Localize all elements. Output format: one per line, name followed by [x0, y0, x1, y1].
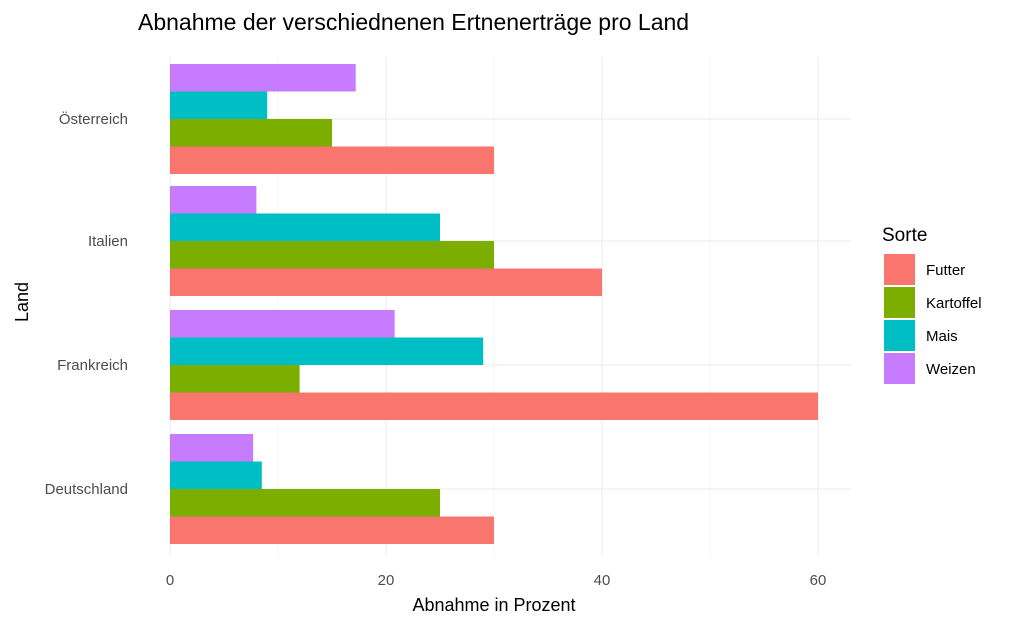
y-axis-ticks: Deutschland Frankreich Italien Österreich — [45, 110, 128, 498]
bar — [170, 186, 257, 214]
bar — [170, 516, 494, 544]
legend-swatch — [884, 353, 915, 384]
bar — [170, 365, 300, 393]
bar — [170, 146, 494, 174]
bar — [170, 119, 332, 147]
y-tick-label: Italien — [88, 233, 128, 250]
bar — [170, 489, 440, 517]
legend-title: Sorte — [882, 225, 927, 246]
bar — [170, 434, 254, 462]
x-axis-title: Abnahme in Prozent — [412, 595, 575, 615]
legend-swatch — [884, 287, 915, 318]
y-tick-label: Frankreich — [57, 357, 128, 374]
bar — [170, 392, 818, 420]
legend-label: Mais — [926, 328, 958, 345]
bar — [170, 91, 268, 119]
legend-swatch — [884, 320, 915, 351]
y-tick-label: Österreich — [59, 110, 128, 128]
bar — [170, 310, 395, 338]
y-tick-label: Deutschland — [45, 481, 128, 498]
y-axis-title: Land — [12, 282, 32, 322]
legend-label: Weizen — [926, 361, 976, 378]
bar — [170, 241, 494, 269]
bar — [170, 337, 484, 365]
chart-title: Abnahme der verschiednenen Ertnenerträge… — [138, 9, 689, 35]
x-tick-label: 40 — [594, 572, 611, 589]
bars — [170, 64, 818, 544]
legend: Sorte Futter Kartoffel Mais Weizen — [882, 225, 982, 384]
x-tick-label: 20 — [378, 572, 395, 589]
bar — [170, 213, 440, 241]
legend-label: Futter — [926, 262, 965, 279]
bar — [170, 461, 262, 489]
bar — [170, 64, 356, 92]
x-tick-label: 60 — [810, 572, 827, 589]
x-axis-ticks: 0 20 40 60 — [166, 572, 827, 589]
legend-swatch — [884, 254, 915, 285]
legend-label: Kartoffel — [926, 295, 982, 312]
x-tick-label: 0 — [166, 572, 174, 589]
bar — [170, 268, 602, 296]
